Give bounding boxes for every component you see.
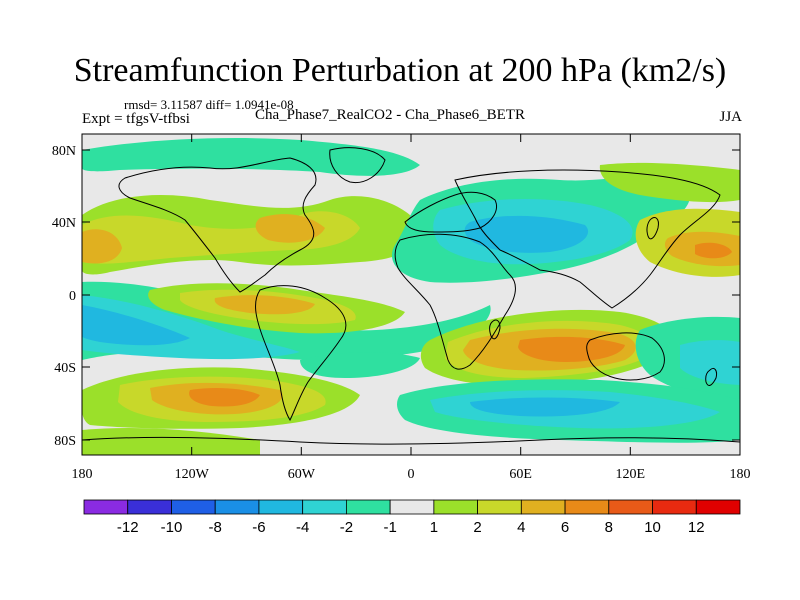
colorbar-swatch [127,499,172,515]
colorbar-label: -10 [161,519,183,536]
contour-negative-eurasia-core [464,215,589,253]
contour-negative-arctic [82,138,420,176]
colorbar-label: 8 [605,519,613,536]
contour-positive-indian-max [518,336,625,362]
expt-line: Expt = tfgsV-tfbsi [82,111,190,127]
experiment-label: Cha_Phase7_RealCO2 - Cha_Phase6_BETR [255,107,525,123]
lon-label-0: 0 [408,467,415,482]
colorbar-label: 10 [644,519,661,536]
colorbar-label: 2 [473,519,481,536]
lat-label-0: 0 [69,289,76,304]
colorbar-swatch [171,499,216,515]
coastlines [82,147,740,445]
coastline-asia [454,169,721,309]
colorbar-label: -2 [340,519,353,536]
coastline-madagascar [489,319,501,340]
season-label: JJA [719,109,742,125]
coastline-greenland [329,147,386,184]
colorbar-swatch [389,499,435,515]
coastline-antarctica [82,436,740,445]
contour-positive-samerica-core [214,295,315,315]
colorbar-swatch [345,499,391,515]
colorbar-swatch [83,499,129,515]
colorbar-label: -12 [117,519,139,536]
lon-label-120w: 120W [175,467,210,482]
coastline-south-america [255,285,347,422]
lat-label-80s: 80S [54,434,76,449]
colorbar-swatch [564,499,610,515]
contour-positive-atl [255,214,325,243]
coastline-australia [586,332,665,381]
colorbar-label: -1 [383,519,396,536]
lat-ticks [82,149,740,441]
colorbar-swatch [695,499,741,515]
contour-negative-spac-mid [680,340,740,385]
colorbar-label: -8 [209,519,222,536]
contour-positive-npac-max [695,242,732,259]
colorbar-label: 4 [517,519,525,536]
contour-negative-atl-s [300,352,420,378]
coastline-africa [394,233,516,370]
colorbar-label: -4 [296,519,309,536]
figure-title: Streamfunction Perturbation at 200 hPa (… [73,52,727,89]
colorbar-label: 6 [561,519,569,536]
coastline-japan [646,217,659,240]
coastline-europe [404,191,497,233]
lon-label-180e: 180 [730,467,751,482]
coastline-new-zealand [705,367,717,386]
lat-label-40s: 40S [54,361,76,376]
colorbar-label: 12 [688,519,705,536]
colorbar-swatch [258,499,304,515]
colorbar: -12 -10 -8 -6 -4 -2 -1 1 2 4 6 8 10 12 [83,499,741,536]
stats-line: rmsd= 3.11587 diff= 1.0941e-08 [124,97,294,112]
lat-label-40n: 40N [52,216,76,231]
contour-positive-nw-high [82,229,122,264]
colorbar-swatch [214,499,260,515]
colorbar-label: 1 [430,519,438,536]
coastline-north-america [118,157,317,293]
contour-negative-so-core [470,397,620,417]
lat-label-80n: 80N [52,144,76,159]
contour-positive-sp-max [189,387,260,407]
colorbar-label: -6 [252,519,265,536]
lon-label-120e: 120E [616,467,646,482]
colorbar-swatch [433,499,479,515]
colorbar-swatch [608,499,653,515]
lon-label-180w: 180 [72,467,93,482]
contour-negative-tropics-w-core [82,305,190,346]
lon-label-60e: 60E [509,467,532,482]
colorbar-swatch [520,499,566,515]
lon-label-60w: 60W [288,467,316,482]
contour-positive-ne [599,162,740,203]
colorbar-swatch [477,499,522,515]
lon-ticks [81,134,741,455]
contour-field [82,138,740,455]
contour-positive-antarctic [82,428,260,455]
colorbar-swatch [302,499,347,515]
colorbar-swatch [652,499,697,515]
